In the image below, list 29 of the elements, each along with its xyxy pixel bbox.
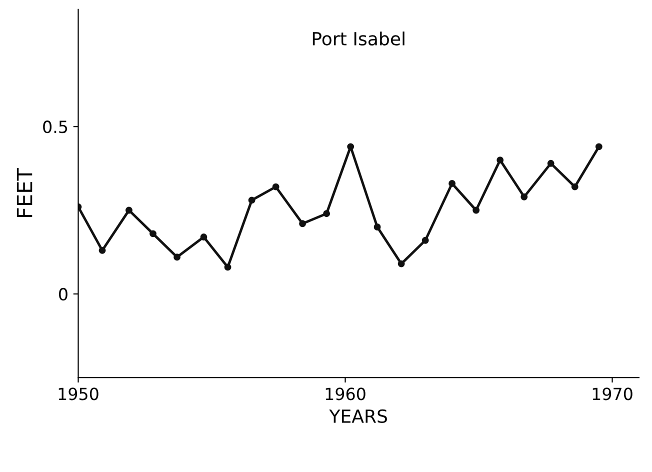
x-tick-label: 1970 (592, 388, 632, 400)
y-tick-label: 0.5 (43, 120, 68, 134)
y-tick-label: 0 (59, 288, 68, 300)
point (272, 183, 280, 190)
point (496, 156, 504, 164)
point (571, 183, 578, 190)
point (448, 180, 456, 187)
point (126, 206, 132, 214)
y-axis-title: FEET (16, 168, 32, 217)
point (347, 143, 354, 150)
point (299, 220, 306, 228)
point (595, 143, 602, 150)
point (547, 160, 554, 167)
text: Port Isabel (312, 32, 404, 46)
point (200, 234, 208, 240)
point (520, 193, 528, 200)
point (150, 230, 156, 238)
point (398, 260, 405, 268)
point (374, 224, 381, 230)
x-axis-title: YEARS (329, 409, 387, 423)
x-tick-label: 1950 (58, 388, 98, 400)
point (98, 246, 106, 254)
point (224, 264, 232, 271)
point (174, 254, 181, 261)
x-tick-label: 1960 (326, 388, 366, 400)
point (472, 206, 480, 214)
point (323, 210, 330, 218)
point (422, 236, 429, 244)
point (248, 196, 256, 204)
